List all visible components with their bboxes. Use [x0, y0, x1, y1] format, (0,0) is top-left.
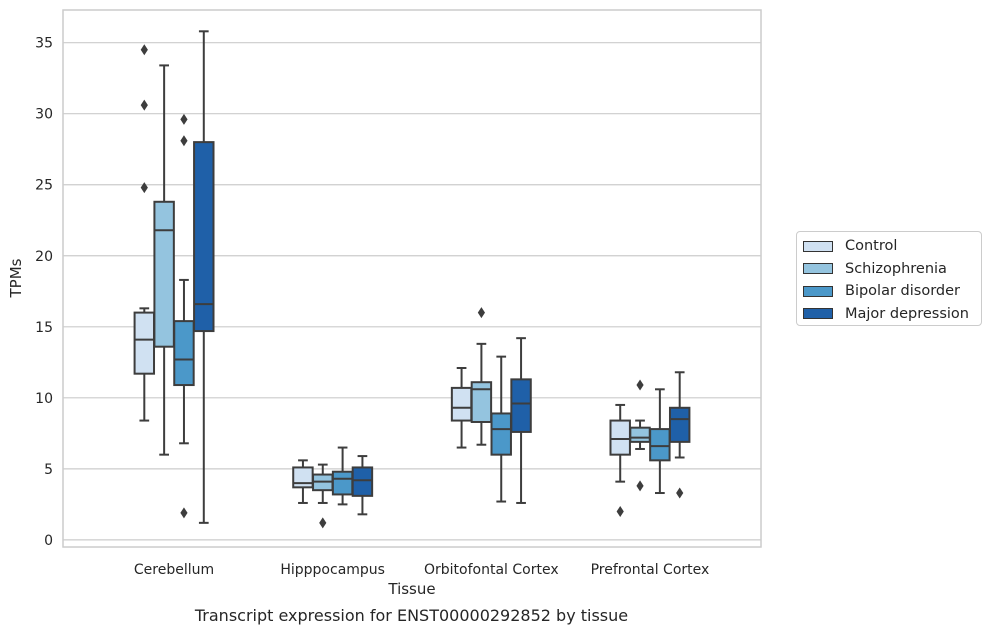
- outlier-point: [180, 507, 188, 519]
- box-iqr: [331, 470, 354, 496]
- x-tick-label-2: Orbitofontal Cortex: [424, 562, 559, 578]
- x-axis-label: Tissue: [387, 580, 435, 598]
- legend-label: Major depression: [845, 305, 969, 322]
- legend-label: Schizophrenia: [845, 260, 947, 277]
- legend-swatch: [803, 285, 833, 297]
- y-tick-label-30: 30: [35, 107, 53, 123]
- box-iqr: [351, 466, 374, 497]
- box-iqr: [173, 320, 195, 387]
- legend-swatch: [803, 308, 833, 319]
- y-axis-ticks: 0 5 10 15 20 25 30 35: [35, 36, 53, 549]
- legend-label: Bipolar disorder: [845, 283, 960, 299]
- box-iqr: [510, 378, 532, 433]
- box-iqr: [292, 466, 314, 489]
- legend: Control Schizophrenia Bipolar disorder Majo…: [796, 231, 982, 326]
- box-2-2: [490, 355, 512, 503]
- box-2-0: [450, 367, 473, 449]
- x-axis-ticks: Cerebellum Hipppocampus Orbitofontal Corte…: [134, 562, 709, 578]
- box-iqr: [153, 200, 175, 348]
- y-axis-label: TPMs: [7, 258, 25, 298]
- y-tick-label-35: 35: [35, 36, 53, 52]
- box-iqr: [193, 141, 215, 333]
- boxes-layer: [133, 30, 691, 529]
- box-iqr: [450, 386, 473, 422]
- box-iqr: [490, 412, 512, 456]
- box-iqr: [649, 428, 671, 462]
- outlier-point: [180, 135, 188, 147]
- y-tick-label-5: 5: [44, 462, 53, 478]
- box-3-1: [629, 379, 651, 492]
- legend-item-2: Bipolar disorder: [803, 282, 960, 300]
- figure-caption: Transcript expression for ENST0000029285…: [194, 606, 629, 625]
- y-tick-label-20: 20: [35, 249, 53, 265]
- outlier-point: [636, 379, 644, 391]
- plot-area-background: [63, 10, 761, 547]
- box-iqr: [470, 381, 493, 423]
- box-iqr: [609, 419, 631, 456]
- box-0-0: [133, 44, 156, 422]
- box-iqr: [133, 311, 156, 375]
- outlier-point: [676, 487, 684, 499]
- legend-item-3: Major depression: [803, 305, 969, 323]
- x-tick-label-1: Hipppocampus: [280, 562, 385, 578]
- box-3-2: [649, 388, 671, 495]
- legend-swatch: [803, 240, 833, 252]
- outlier-point: [140, 44, 148, 56]
- box-2-1: [470, 307, 493, 446]
- outlier-point: [140, 99, 148, 111]
- box-iqr: [629, 426, 651, 443]
- legend-swatch: [803, 263, 833, 274]
- x-tick-label-0: Cerebellum: [134, 562, 214, 578]
- y-tick-label-0: 0: [44, 533, 53, 549]
- box-3-0: [609, 403, 631, 517]
- box-2-3: [510, 337, 532, 504]
- legend-item-1: Schizophrenia: [803, 260, 947, 278]
- box-1-3: [351, 455, 374, 516]
- box-0-2: [173, 113, 195, 519]
- box-iqr: [668, 406, 691, 443]
- box-3-3: [668, 371, 691, 499]
- outlier-point: [636, 480, 644, 492]
- box-0-1: [153, 64, 175, 456]
- outlier-point: [477, 307, 486, 319]
- legend-label: Control: [845, 238, 898, 254]
- plot-area-border: [62, 9, 762, 548]
- legend-item-0: Control: [803, 237, 897, 255]
- outlier-point: [616, 505, 624, 517]
- outlier-point: [180, 113, 188, 125]
- x-tick-label-3: Prefrontal Cortex: [591, 562, 710, 578]
- y-tick-label-15: 15: [35, 320, 53, 336]
- y-tick-label-10: 10: [35, 391, 53, 407]
- outlier-point: [140, 182, 148, 194]
- box-0-3: [193, 30, 215, 524]
- y-tick-label-25: 25: [35, 178, 53, 194]
- outlier-point: [319, 517, 327, 529]
